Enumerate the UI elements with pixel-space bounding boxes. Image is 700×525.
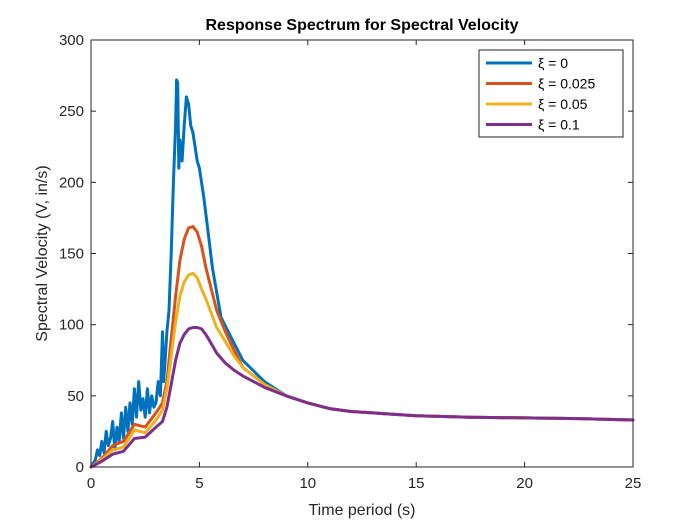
y-tick-label: 250 xyxy=(59,103,84,120)
legend-label-2: ξ = 0.05 xyxy=(538,96,588,112)
y-axis-label: Spectral Velocity (V, in/s) xyxy=(34,165,51,341)
chart-title: Response Spectrum for Spectral Velocity xyxy=(206,17,519,34)
y-tick-label: 100 xyxy=(59,317,84,334)
x-tick-label: 20 xyxy=(516,475,533,492)
x-tick-label: 10 xyxy=(299,475,316,492)
legend-label-1: ξ = 0.025 xyxy=(538,76,595,92)
series-layer xyxy=(89,78,635,469)
x-tick-label: 25 xyxy=(625,475,642,492)
series-line-0 xyxy=(89,78,635,469)
x-tick-label: 0 xyxy=(87,475,95,492)
y-tick-label: 50 xyxy=(67,388,84,405)
y-tick-label: 150 xyxy=(59,246,84,263)
x-axis-label: Time period (s) xyxy=(309,502,416,519)
series-line-3 xyxy=(89,326,635,469)
legend-label-3: ξ = 0.1 xyxy=(538,117,580,133)
x-tick-label: 15 xyxy=(408,475,425,492)
legend-label-0: ξ = 0 xyxy=(538,55,568,71)
legend: ξ = 0 ξ = 0.025 ξ = 0.05 ξ = 0.1 xyxy=(478,49,624,138)
y-tick-label: 300 xyxy=(59,32,84,49)
y-tick-label: 0 xyxy=(76,459,84,476)
y-tick-label: 200 xyxy=(59,174,84,191)
x-tick-label: 5 xyxy=(195,475,203,492)
